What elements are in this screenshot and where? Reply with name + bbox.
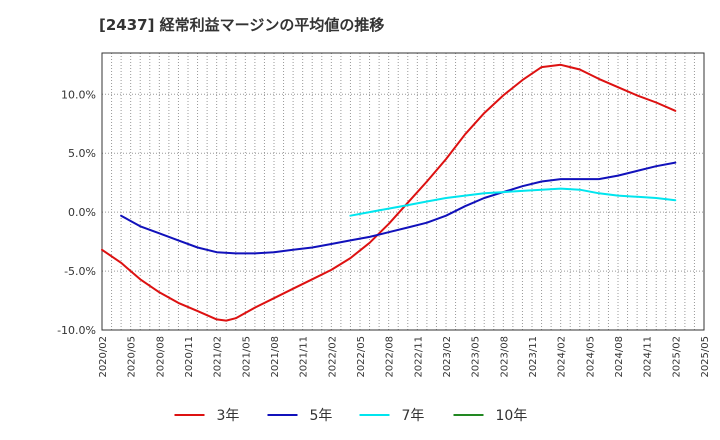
x-tick-label: 2020/05 (127, 336, 138, 378)
y-tick-label: 0.0% (68, 206, 96, 219)
series-line-1 (120, 161, 677, 255)
y-tick-label: 10.0% (61, 88, 96, 101)
y-tick-label: -5.0% (64, 265, 96, 278)
legend-label-2: 7年 (402, 408, 425, 424)
x-tick-label: 2025/02 (671, 336, 682, 378)
x-tick-label: 2020/02 (98, 336, 109, 378)
x-tick-label: 2021/02 (213, 336, 224, 378)
legend: 3年 5年 7年 10年 (174, 408, 528, 424)
series-line-2 (349, 187, 677, 217)
chart-title: [2437] 経常利益マージンの平均値の推移 (99, 16, 385, 34)
legend-label-1: 5年 (310, 408, 333, 424)
x-tick-label: 2022/05 (356, 336, 367, 378)
series-lines (101, 63, 677, 322)
x-tick-label: 2021/11 (299, 336, 310, 378)
x-tick-label: 2020/08 (155, 336, 166, 378)
x-tick-label: 2022/08 (385, 336, 396, 378)
x-tick-label: 2023/08 (499, 336, 510, 378)
x-tick-label: 2024/02 (557, 336, 568, 378)
legend-label-0: 3年 (217, 408, 240, 424)
x-tick-label: 2025/05 (700, 336, 711, 378)
x-tick-label: 2024/11 (643, 336, 654, 378)
x-tick-label: 2024/05 (585, 336, 596, 378)
x-tick-label: 2024/08 (614, 336, 625, 378)
x-tick-label: 2020/11 (184, 336, 195, 378)
legend-label-3: 10年 (496, 408, 528, 424)
x-tick-label: 2022/02 (327, 336, 338, 378)
x-tick-label: 2022/11 (413, 336, 424, 378)
x-tick-label: 2021/05 (241, 336, 252, 378)
axes: 10.0% 5.0% 0.0% -5.0% -10.0%2020/02 2020/05 20… (57, 52, 711, 378)
y-tick-label: 5.0% (68, 147, 96, 160)
x-tick-label: 2023/05 (471, 336, 482, 378)
plot-frame (101, 52, 705, 331)
x-tick-label: 2023/02 (442, 336, 453, 378)
x-tick-label: 2023/11 (528, 336, 539, 378)
x-tick-label: 2021/08 (270, 336, 281, 378)
plot-background (102, 53, 704, 330)
y-tick-label: -10.0% (57, 324, 96, 337)
series-line-0 (101, 63, 677, 322)
